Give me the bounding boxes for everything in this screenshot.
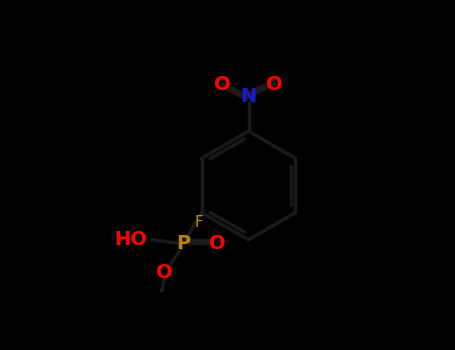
Text: O: O	[209, 234, 225, 253]
Text: F: F	[195, 215, 203, 230]
Text: P: P	[177, 234, 191, 253]
Text: N: N	[240, 87, 257, 106]
Text: HO: HO	[114, 230, 147, 249]
Text: O: O	[267, 75, 283, 93]
Text: O: O	[156, 264, 173, 282]
Text: O: O	[214, 75, 231, 93]
